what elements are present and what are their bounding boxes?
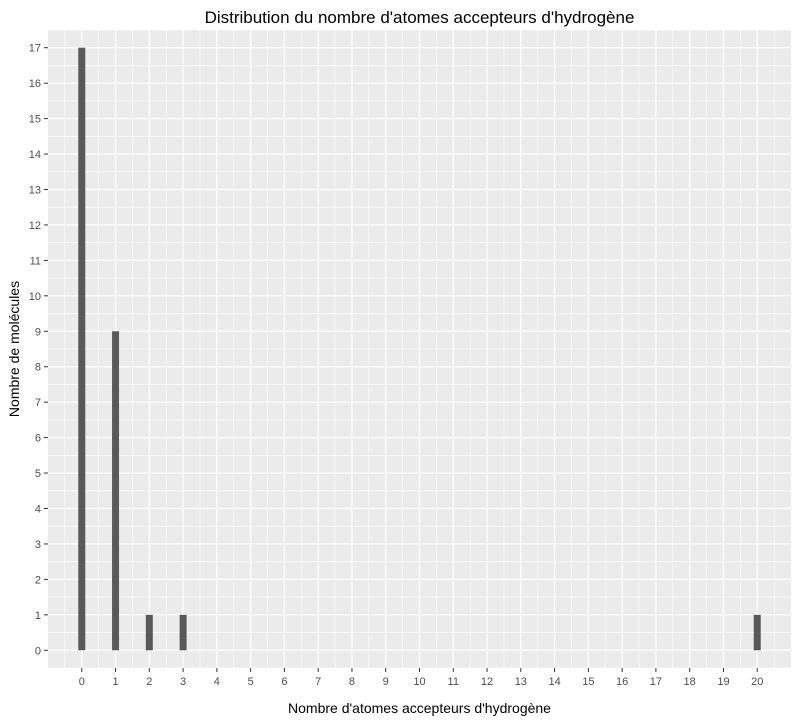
x-axis-ticks: 0 1 2 3 4 5 6 7 8 9 10 11 12 13 14 15 16 17 18 19 20 (79, 668, 763, 688)
gridlines (48, 29, 791, 669)
x-tick-label: 19 (717, 676, 729, 688)
x-tick-label: 2 (146, 676, 152, 688)
x-tick-label: 0 (79, 676, 85, 688)
bar (78, 47, 86, 651)
bar (753, 614, 761, 651)
bar (112, 331, 120, 651)
x-tick-label: 3 (180, 676, 186, 688)
y-tick-label: 7 (35, 397, 41, 409)
y-tick-label: 12 (29, 220, 41, 232)
x-tick-label: 9 (383, 676, 389, 688)
chart-title: Distribution du nombre d'atomes accepteu… (205, 8, 635, 27)
y-tick-label: 10 (29, 291, 41, 303)
y-tick-label: 16 (29, 78, 41, 90)
y-axis-title: Nombre de molécules (6, 281, 22, 417)
x-axis-title: Nombre d'atomes accepteurs d'hydrogène (288, 700, 551, 716)
x-tick-label: 18 (684, 676, 696, 688)
y-tick-label: 4 (35, 504, 41, 516)
x-tick-label: 7 (315, 676, 321, 688)
y-tick-label: 15 (29, 114, 41, 126)
x-tick-label: 17 (650, 676, 662, 688)
x-tick-label: 8 (349, 676, 355, 688)
x-tick-label: 5 (248, 676, 254, 688)
y-tick-label: 13 (29, 185, 41, 197)
x-tick-label: 6 (281, 676, 287, 688)
y-tick-label: 11 (30, 255, 41, 267)
y-tick-label: 2 (35, 574, 41, 586)
x-tick-label: 1 (112, 676, 118, 688)
x-tick-label: 15 (582, 676, 594, 688)
y-tick-label: 1 (35, 610, 41, 622)
x-tick-label: 10 (413, 676, 425, 688)
x-tick-label: 13 (515, 676, 527, 688)
y-tick-label: 6 (35, 433, 41, 445)
x-tick-label: 14 (548, 676, 560, 688)
x-tick-label: 12 (481, 676, 493, 688)
bars (78, 47, 761, 651)
x-tick-label: 4 (214, 676, 220, 688)
y-tick-label: 3 (35, 539, 41, 551)
y-tick-label: 9 (35, 326, 41, 338)
y-tick-label: 17 (29, 43, 41, 55)
y-tick-label: 5 (35, 468, 41, 480)
x-tick-label: 16 (616, 676, 628, 688)
y-tick-label: 14 (29, 149, 41, 161)
x-tick-label: 20 (751, 676, 763, 688)
bar (145, 614, 153, 651)
x-tick-label: 11 (448, 676, 459, 688)
bar (179, 614, 187, 651)
y-tick-label: 8 (35, 362, 41, 374)
y-tick-label: 0 (35, 645, 41, 657)
